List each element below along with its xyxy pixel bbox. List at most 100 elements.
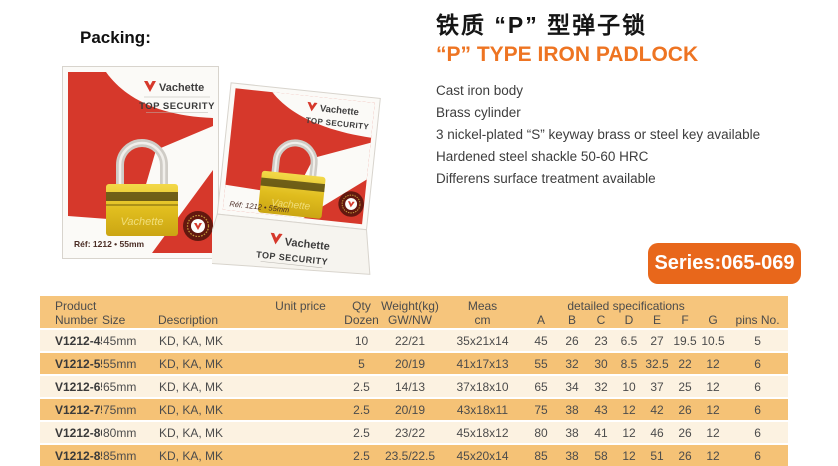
col-description: Description [158, 313, 258, 330]
col-spec-g: G [699, 313, 728, 330]
feature-item: Brass cylinder [436, 105, 521, 120]
col-pins: pins No. [727, 313, 789, 330]
table-cell: 10 [343, 330, 380, 353]
padlock-watermark: Vachette [271, 198, 311, 213]
brand-v-icon [307, 101, 318, 112]
table-cell: 22 [671, 353, 699, 376]
table-cell: 5 [343, 353, 380, 376]
feature-item: 3 nickel-plated “S” keyway brass or stee… [436, 127, 761, 142]
padlock-watermark: Vachette [120, 216, 163, 228]
col-size: Size [102, 313, 158, 330]
table-cell: 45 [525, 330, 557, 353]
col-spec-c: C [587, 313, 615, 330]
feature-item: Differens surface treatment available [436, 171, 656, 186]
table-cell: 12 [699, 376, 728, 399]
col-unit-price: Unit price [258, 296, 343, 313]
padlock-body [106, 184, 178, 236]
table-cell: 55 [525, 353, 557, 376]
table-cell [258, 376, 343, 399]
product-box-tilted: Vachette TOP SECURITY Vachette Réf: 1212… [212, 82, 381, 275]
table-cell: 38 [557, 399, 587, 422]
table-cell: 23 [587, 330, 615, 353]
brand-name-flap: Vachette [284, 236, 330, 253]
table-cell: 41x17x13 [440, 353, 525, 376]
header-row-2: Number Size Description Dozen GW/NW cm A… [40, 313, 789, 330]
table-header: Product Unit price Qty Weight(kg) Meas d… [40, 296, 789, 330]
col-meas-l2: cm [440, 313, 525, 330]
table-cell: 37x18x10 [440, 376, 525, 399]
table-cell: 42 [643, 399, 671, 422]
table-cell: 35x21x14 [440, 330, 525, 353]
product-box-front: Vachette TOP SECURITY Vachette Réf: 1212… [62, 66, 219, 259]
col-spec-d: D [615, 313, 643, 330]
brand-v-icon-flap [270, 232, 283, 245]
table-cell: KD, KA, MK [158, 353, 258, 376]
col-spec-e: E [643, 313, 671, 330]
header-spacer [102, 296, 158, 313]
series-badge: Series:065-069 [648, 243, 801, 284]
table-cell: 6 [727, 399, 789, 422]
table-cell: 26 [671, 399, 699, 422]
col-group-specs: detailed specifications [525, 296, 728, 313]
col-spec-a: A [525, 313, 557, 330]
table-cell: 75mm [102, 399, 158, 422]
col-weight-l1: Weight(kg) [380, 296, 440, 313]
table-cell: 41 [587, 422, 615, 445]
box-top-band [272, 92, 375, 138]
brand-name: Vachette [159, 82, 204, 94]
table-cell [258, 399, 343, 422]
product-info: 铁质 “P” 型弹子锁 “P” TYPE IRON PADLOCK Cast i… [436, 6, 836, 190]
table-cell [258, 353, 343, 376]
table-cell: 20/19 [380, 353, 440, 376]
col-spec-f: F [671, 313, 699, 330]
feature-item: Hardened steel shackle 50-60 HRC [436, 149, 649, 164]
brand-v-icon [144, 81, 156, 92]
table-cell: 5 [727, 330, 789, 353]
table-cell [258, 422, 343, 445]
table-cell: V1212-75 [40, 399, 102, 422]
table-cell: 38 [557, 422, 587, 445]
table-cell: KD, KA, MK [158, 399, 258, 422]
table-cell: 12 [699, 422, 728, 445]
spec-table: Product Unit price Qty Weight(kg) Meas d… [40, 296, 789, 466]
tagline-text: TOP SECURITY [139, 101, 215, 112]
table-cell: 2.5 [343, 399, 380, 422]
table-cell: 12 [615, 399, 643, 422]
table-cell: 27 [643, 330, 671, 353]
tilted-box-group: Vachette TOP SECURITY Vachette Réf: 1212… [212, 82, 381, 275]
table-cell: 80mm [102, 422, 158, 445]
table-cell: 12 [699, 353, 728, 376]
table-cell: 75 [525, 399, 557, 422]
table-cell: 25 [671, 376, 699, 399]
header-spacer [727, 296, 789, 313]
tagline-underline-flap [260, 261, 323, 269]
table-cell: 65 [525, 376, 557, 399]
padlock-shackle-highlight [118, 141, 166, 188]
feature-item: Cast iron body [436, 83, 524, 98]
table-cell: 8.5 [615, 353, 643, 376]
table-cell: 6 [727, 376, 789, 399]
table-row: V1212-75 75mm KD, KA, MK 2.5 20/19 43x18x11 75… [40, 399, 789, 422]
table-cell: 30 [587, 353, 615, 376]
header-spacer [258, 313, 343, 330]
table-cell: 20/19 [380, 399, 440, 422]
padlock-dark-band [260, 177, 326, 193]
table-cell: 10 [615, 376, 643, 399]
table-cell: 32 [557, 353, 587, 376]
padlock-shackle-highlight [273, 141, 316, 180]
feature-list: Cast iron body Brass cylinder 3 nickel-pla… [436, 80, 836, 190]
table-body: V1212-45 45mm KD, KA, MK 10 22/21 35x21x14 45 2… [40, 330, 789, 466]
table-cell: 32 [587, 376, 615, 399]
table-cell: 55mm [102, 353, 158, 376]
table-row: V1212-45 45mm KD, KA, MK 10 22/21 35x21x14 45 2… [40, 330, 789, 353]
table-cell: 45mm [102, 330, 158, 353]
table-cell: KD, KA, MK [158, 376, 258, 399]
table-row: V1212-80 80mm KD, KA, MK 2.5 23/22 45x18x12 80… [40, 422, 789, 445]
table-cell: 46 [643, 422, 671, 445]
header-spacer [158, 296, 258, 313]
col-spec-b: B [557, 313, 587, 330]
table-cell: 26 [671, 422, 699, 445]
header-row-1: Product Unit price Qty Weight(kg) Meas d… [40, 296, 789, 313]
table-cell: 10.5 [699, 330, 728, 353]
table-cell: 6 [727, 422, 789, 445]
